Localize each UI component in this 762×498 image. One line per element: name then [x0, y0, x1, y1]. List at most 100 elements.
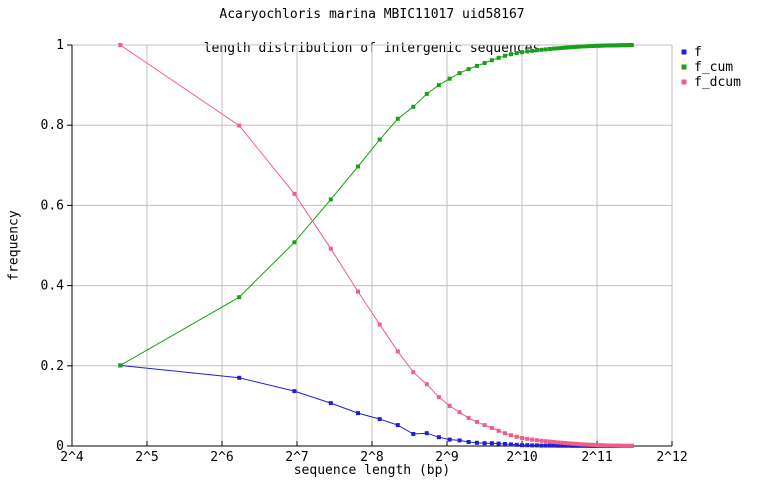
x-tick-label: 2^11	[581, 450, 612, 465]
data-point-f_dcum	[591, 442, 596, 447]
data-point-f	[555, 443, 560, 448]
data-point-f_cum	[559, 46, 564, 50]
data-point-f_dcum	[530, 437, 535, 442]
data-point-f_cum	[573, 44, 578, 49]
data-point-f_cum	[496, 55, 501, 60]
data-point-f	[566, 443, 571, 448]
data-point-f_dcum	[596, 443, 601, 448]
data-point-f_cum	[593, 43, 598, 48]
data-point-f_cum	[591, 44, 596, 48]
data-point-f_dcum	[559, 440, 564, 445]
data-point-f	[356, 411, 360, 416]
data-point-f_cum	[613, 43, 618, 48]
x-tick-label: 2^7	[285, 450, 308, 465]
x-tick-label: 2^12	[656, 450, 687, 465]
data-point-f_dcum	[608, 443, 613, 448]
chart-title-line1: Acaryochloris marina MBIC11017 uid58167	[219, 7, 525, 22]
data-point-f_dcum	[457, 410, 462, 415]
legend-label-f: f	[694, 45, 702, 60]
series-f_cum-points	[118, 43, 634, 368]
data-point-f_dcum	[292, 191, 297, 196]
data-point-f_cum	[237, 295, 242, 300]
data-point-f_cum	[436, 83, 441, 88]
data-point-f_dcum	[611, 443, 615, 448]
data-point-f_cum	[543, 47, 548, 52]
data-point-f	[547, 443, 552, 448]
data-point-f_cum	[588, 44, 593, 49]
legend-label-f_dcum: f_dcum	[694, 75, 741, 90]
data-point-f_cum	[489, 58, 494, 63]
data-point-f_dcum	[599, 443, 603, 448]
data-point-f_cum	[579, 44, 584, 49]
data-point-f_dcum	[118, 43, 123, 47]
data-point-f_cum	[530, 48, 535, 53]
data-point-f_dcum	[496, 428, 501, 433]
data-point-f	[570, 443, 574, 448]
data-point-f	[447, 437, 452, 442]
data-point-f_dcum	[466, 415, 471, 420]
data-point-f_dcum	[570, 441, 574, 446]
data-point-f_dcum	[436, 395, 441, 400]
data-point-f_cum	[482, 61, 487, 65]
data-point-f	[509, 442, 513, 447]
data-point-f_cum	[617, 43, 622, 48]
data-point-f_dcum	[534, 438, 539, 443]
data-point-f	[520, 443, 525, 448]
data-point-f	[436, 435, 441, 440]
data-point-f_dcum	[509, 433, 513, 438]
data-point-f	[482, 441, 487, 446]
data-point-f_dcum	[489, 426, 494, 430]
data-point-f_cum	[611, 43, 615, 48]
data-point-f_dcum	[520, 436, 525, 440]
series-f_dcum-points	[118, 43, 634, 448]
data-point-f_dcum	[573, 441, 578, 446]
data-point-f_cum	[629, 43, 634, 47]
x-tick-label: 2^5	[135, 450, 158, 465]
data-point-f_dcum	[555, 440, 560, 445]
data-point-f_dcum	[617, 443, 622, 448]
data-point-f	[539, 443, 544, 448]
data-point-f_dcum	[377, 322, 382, 327]
data-point-f_cum	[576, 44, 581, 49]
data-point-f	[328, 401, 333, 406]
x-tick-label: 2^8	[360, 450, 383, 465]
data-point-f_cum	[570, 45, 574, 50]
data-point-f_cum	[118, 363, 123, 368]
data-point-f_dcum	[395, 349, 400, 354]
data-point-f_cum	[547, 47, 552, 51]
data-point-f	[457, 438, 462, 443]
data-point-f_dcum	[601, 443, 606, 448]
data-point-f_cum	[356, 164, 360, 169]
data-point-f	[474, 440, 479, 445]
data-point-f_dcum	[604, 443, 608, 448]
x-tick-label: 2^9	[435, 450, 458, 465]
data-point-f_cum	[585, 44, 590, 49]
data-point-f_dcum	[588, 442, 593, 447]
y-tick-label: 0.6	[41, 198, 64, 213]
data-point-f	[514, 442, 519, 447]
data-point-f_cum	[582, 44, 587, 49]
data-point-f_dcum	[551, 440, 556, 444]
data-point-f_cum	[566, 45, 571, 50]
data-point-f_cum	[424, 91, 429, 96]
data-point-f_cum	[466, 67, 471, 72]
data-point-f_cum	[447, 76, 452, 81]
data-point-f_cum	[551, 46, 556, 51]
data-point-f_cum	[606, 43, 611, 48]
x-tick-label: 2^10	[506, 450, 537, 465]
data-point-f_dcum	[525, 436, 530, 441]
data-point-f_cum	[509, 52, 513, 57]
data-point-f_dcum	[237, 123, 242, 128]
data-point-f	[377, 417, 382, 422]
data-point-f_dcum	[543, 439, 548, 444]
data-point-f_dcum	[424, 382, 429, 387]
data-point-f_cum	[596, 43, 601, 48]
data-point-f_cum	[377, 137, 382, 142]
data-point-f_cum	[520, 50, 525, 55]
y-tick-label: 0	[56, 439, 64, 454]
data-point-f	[411, 432, 416, 436]
data-point-f_dcum	[593, 443, 598, 447]
x-axis-title: sequence length (bp)	[293, 463, 451, 478]
data-point-f	[395, 423, 400, 428]
